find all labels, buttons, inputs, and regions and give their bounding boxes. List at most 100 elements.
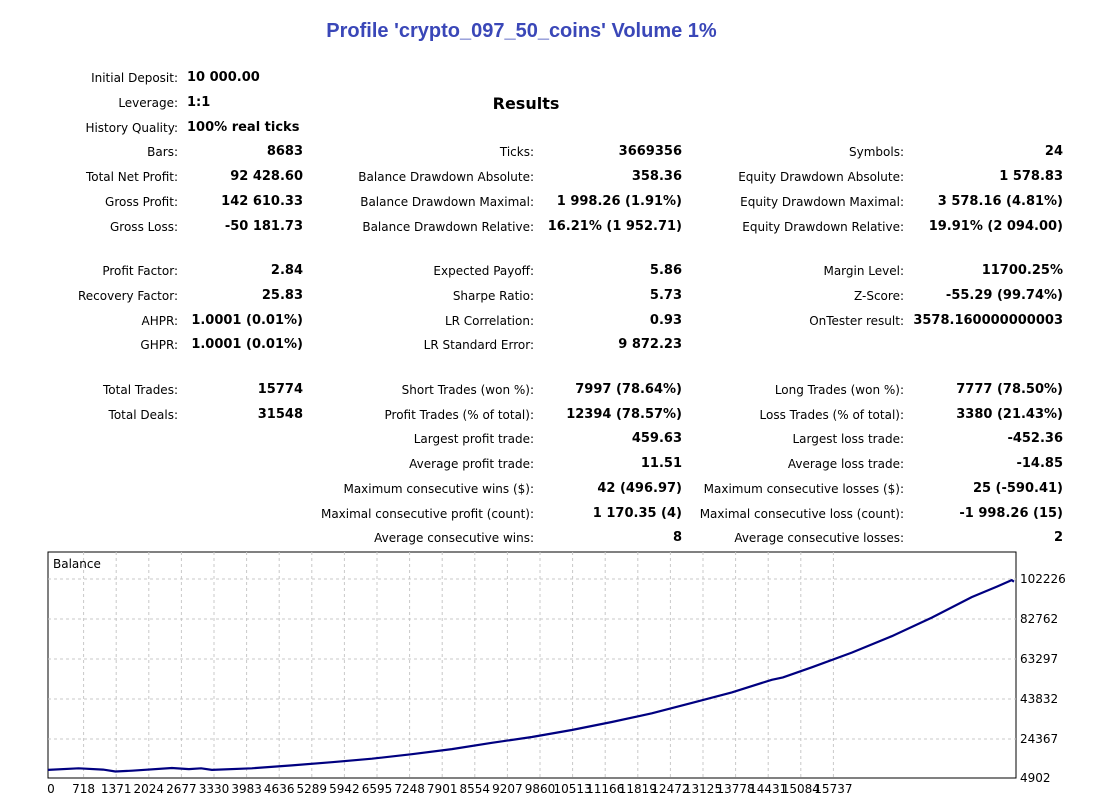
- x-tick-label: 11819: [619, 782, 657, 796]
- margin-level-value: 11700.25%: [981, 263, 1063, 279]
- maximal-consecutive-profit-value: 1 170.35 (4): [592, 505, 682, 521]
- short-trades-label: Short Trades (won %):: [401, 382, 534, 397]
- x-tick-label: 3983: [231, 782, 262, 796]
- lr-correlation-value: 0.93: [649, 312, 682, 328]
- total-trades-label: Total Trades:: [103, 382, 178, 397]
- largest-profit-trade-value: 459.63: [631, 431, 682, 447]
- maximal-consecutive-loss-label: Maximal consecutive loss (count):: [699, 506, 904, 521]
- symbols-label: Symbols:: [849, 145, 904, 160]
- max-consecutive-wins-value: 42 (496.97): [597, 480, 682, 496]
- profit-factor-value: 2.84: [270, 263, 303, 279]
- largest-loss-trade-value: -452.36: [1007, 431, 1063, 447]
- loss-trades-value: 3380 (21.43%): [956, 406, 1063, 422]
- y-tick-label: 43832: [1020, 692, 1058, 706]
- chart-legend-label: Balance: [53, 557, 101, 571]
- lr-standard-error-label: LR Standard Error:: [423, 338, 534, 353]
- profit-trades-label: Profit Trades (% of total):: [384, 407, 534, 422]
- x-tick-label: 12472: [651, 782, 689, 796]
- x-tick-label: 3330: [199, 782, 230, 796]
- x-tick-label: 718: [72, 782, 95, 796]
- largest-profit-trade-label: Largest profit trade:: [413, 432, 534, 447]
- equity-drawdown-absolute-value: 1 578.83: [999, 169, 1063, 184]
- x-tick-label: 15084: [782, 782, 820, 796]
- y-tick-label: 4902: [1020, 771, 1051, 785]
- symbols-value: 24: [1044, 144, 1063, 160]
- gross-profit-value: 142 610.33: [221, 193, 303, 209]
- initial-deposit-value: 10 000.00: [187, 70, 260, 85]
- total-net-profit-value: 92 428.60: [230, 169, 303, 184]
- x-tick-label: 7901: [427, 782, 458, 796]
- balance-drawdown-absolute-value: 358.36: [631, 169, 682, 184]
- x-tick-label: 4636: [264, 782, 295, 796]
- recovery-factor-label: Recovery Factor:: [77, 288, 178, 303]
- equity-drawdown-relative-value: 19.91% (2 094.00): [928, 218, 1063, 234]
- maximal-consecutive-loss-value: -1 998.26 (15): [959, 505, 1063, 521]
- balance-series-line: [47, 578, 1015, 773]
- total-deals-value: 31548: [257, 406, 303, 422]
- ticks-value: 3669356: [618, 144, 682, 160]
- gross-loss-value: -50 181.73: [224, 218, 303, 234]
- z-score-label: Z-Score:: [854, 288, 904, 303]
- leverage-value: 1:1: [187, 94, 211, 110]
- long-trades-value: 7777 (78.50%): [956, 381, 1063, 397]
- balance-drawdown-relative-label: Balance Drawdown Relative:: [362, 219, 534, 234]
- x-tick-label: 6595: [362, 782, 393, 796]
- x-tick-label: 2677: [166, 782, 197, 796]
- total-net-profit-label: Total Net Profit:: [85, 170, 178, 184]
- ticks-label: Ticks:: [499, 145, 534, 160]
- max-consecutive-losses-label: Maximum consecutive losses ($):: [703, 481, 904, 496]
- ontester-result-value: 3578.160000000003: [913, 312, 1063, 328]
- x-tick-label: 13125: [684, 782, 722, 796]
- x-tick-label: 11166: [586, 782, 624, 796]
- x-tick-label: 2024: [134, 782, 165, 796]
- x-tick-label: 13778: [717, 782, 755, 796]
- report-title: Profile 'crypto_097_50_coins' Volume 1%: [326, 20, 717, 42]
- average-consecutive-wins-label: Average consecutive wins:: [374, 531, 534, 546]
- largest-loss-trade-label: Largest loss trade:: [792, 432, 904, 447]
- loss-trades-label: Loss Trades (% of total):: [759, 407, 905, 422]
- balance-drawdown-absolute-label: Balance Drawdown Absolute:: [358, 170, 534, 184]
- margin-level-label: Margin Level:: [823, 264, 904, 279]
- ghpr-label: GHPR:: [140, 338, 178, 353]
- short-trades-value: 7997 (78.64%): [575, 381, 682, 397]
- total-deals-label: Total Deals:: [108, 407, 178, 422]
- leverage-label: Leverage:: [118, 95, 178, 110]
- expected-payoff-label: Expected Payoff:: [433, 264, 534, 279]
- x-tick-label: 15737: [814, 782, 852, 796]
- sharpe-ratio-label: Sharpe Ratio:: [452, 288, 534, 303]
- chart-plot-area: [47, 551, 1017, 779]
- max-consecutive-losses-value: 25 (-590.41): [972, 480, 1063, 496]
- x-tick-label: 5942: [329, 782, 360, 796]
- balance-drawdown-relative-value: 16.21% (1 952.71): [547, 218, 682, 234]
- x-tick-label: 10513: [554, 782, 592, 796]
- results-heading: Results: [492, 94, 560, 113]
- y-tick-label: 24367: [1020, 732, 1058, 746]
- long-trades-label: Long Trades (won %):: [774, 382, 904, 397]
- average-consecutive-losses-value: 2: [1053, 530, 1063, 546]
- recovery-factor-value: 25.83: [261, 287, 303, 303]
- sharpe-ratio-value: 5.73: [649, 287, 682, 303]
- z-score-value: -55.29 (99.74%): [945, 287, 1063, 303]
- expected-payoff-value: 5.86: [649, 263, 682, 279]
- ahpr-label: AHPR:: [141, 313, 178, 328]
- equity-drawdown-relative-label: Equity Drawdown Relative:: [742, 219, 904, 234]
- equity-drawdown-maximal-label: Equity Drawdown Maximal:: [740, 194, 904, 209]
- y-tick-label: 102226: [1020, 572, 1066, 586]
- bars-label: Bars:: [147, 145, 178, 160]
- ghpr-value: 1.0001 (0.01%): [191, 337, 303, 353]
- average-profit-trade-label: Average profit trade:: [409, 457, 534, 472]
- maximal-consecutive-profit-label: Maximal consecutive profit (count):: [320, 506, 534, 521]
- x-tick-label: 0: [47, 782, 55, 796]
- average-loss-trade-label: Average loss trade:: [787, 457, 904, 472]
- average-consecutive-losses-label: Average consecutive losses:: [734, 531, 904, 546]
- y-tick-label: 82762: [1020, 612, 1058, 626]
- x-tick-label: 14431: [749, 782, 787, 796]
- x-tick-label: 9860: [525, 782, 556, 796]
- profit-factor-label: Profit Factor:: [102, 264, 178, 279]
- lr-standard-error-value: 9 872.23: [618, 337, 682, 353]
- profit-trades-value: 12394 (78.57%): [566, 406, 682, 422]
- x-tick-label: 5289: [297, 782, 328, 796]
- balance-drawdown-maximal-value: 1 998.26 (1.91%): [556, 193, 682, 209]
- bars-value: 8683: [266, 144, 303, 160]
